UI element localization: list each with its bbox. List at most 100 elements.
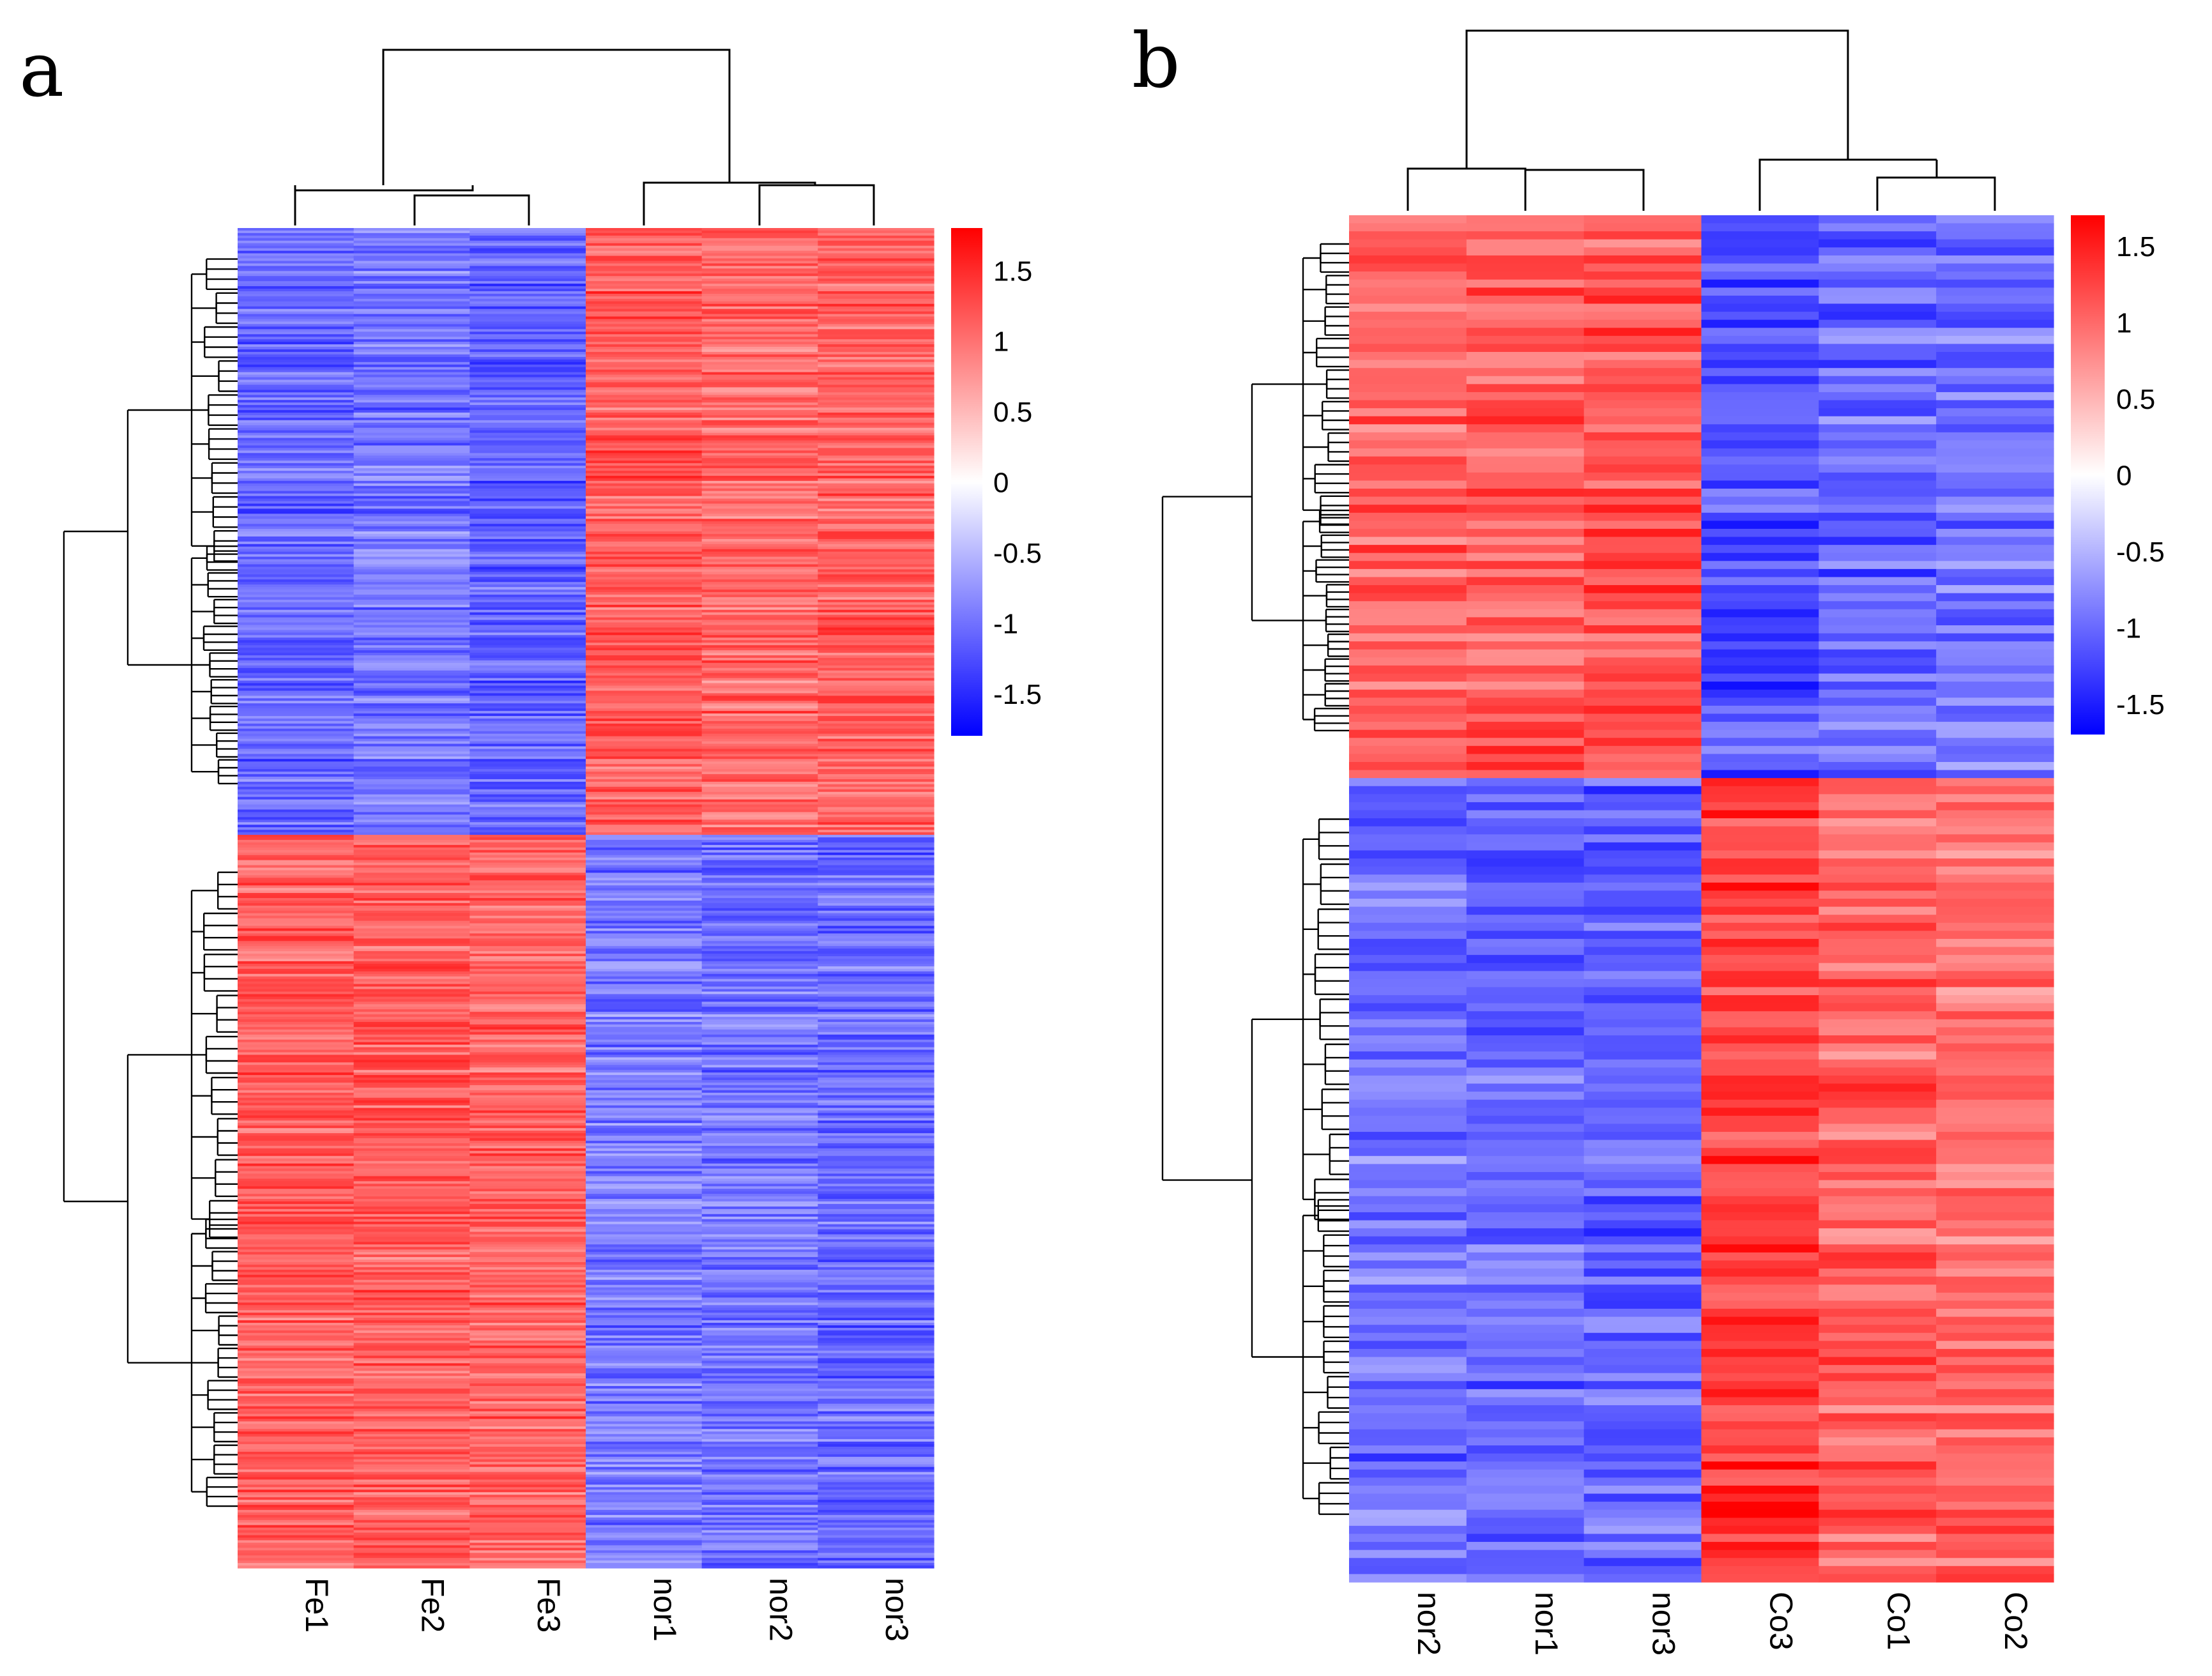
heatmap-cell bbox=[238, 445, 355, 448]
heatmap-cell bbox=[586, 342, 703, 345]
heatmap-cell bbox=[701, 526, 818, 529]
heatmap-cell bbox=[1936, 1550, 2054, 1558]
heatmap-cell bbox=[469, 491, 586, 494]
heatmap-cell bbox=[1819, 1332, 1937, 1341]
heatmap-cell bbox=[353, 582, 470, 585]
heatmap-cell bbox=[1819, 1566, 1937, 1575]
heatmap-cell bbox=[818, 298, 934, 302]
heatmap-cell bbox=[469, 498, 586, 502]
heatmap-cell bbox=[469, 996, 586, 1000]
heatmap-cell bbox=[586, 971, 703, 975]
heatmap-cell bbox=[469, 761, 586, 765]
heatmap-cell bbox=[818, 910, 934, 914]
heatmap-cell bbox=[701, 857, 818, 861]
heatmap-cell bbox=[586, 776, 703, 780]
heatmap-cell bbox=[353, 243, 470, 247]
heatmap-cell bbox=[1936, 882, 2054, 892]
heatmap-cell bbox=[586, 905, 703, 909]
heatmap-cell bbox=[238, 427, 355, 431]
heatmap-cell bbox=[586, 594, 703, 598]
heatmap-cell bbox=[469, 908, 586, 911]
heatmap-cell bbox=[1701, 247, 1819, 256]
heatmap-cell bbox=[469, 344, 586, 347]
heatmap-cell bbox=[701, 1037, 818, 1040]
heatmap-cell bbox=[1819, 1341, 1937, 1350]
heatmap-cell bbox=[818, 529, 934, 532]
heatmap-cell bbox=[1701, 1300, 1819, 1309]
heatmap-cell bbox=[238, 776, 355, 780]
heatmap-cell bbox=[1466, 480, 1585, 489]
heatmap-cell bbox=[586, 996, 703, 1000]
heatmap-cell bbox=[586, 1189, 703, 1192]
heatmap-cell bbox=[1349, 1075, 1467, 1085]
heatmap-cell bbox=[1583, 400, 1702, 409]
heatmap-cell bbox=[818, 289, 934, 292]
heatmap-cell bbox=[1583, 223, 1702, 232]
heatmap-cell bbox=[818, 786, 934, 790]
heatmap-cell bbox=[586, 754, 703, 757]
heatmap-cell bbox=[238, 538, 355, 542]
heatmap-cell bbox=[586, 356, 703, 360]
heatmap-cell bbox=[701, 1153, 818, 1157]
heatmap-cell bbox=[1349, 1525, 1467, 1535]
heatmap-cell bbox=[586, 1472, 703, 1475]
heatmap-cell bbox=[701, 847, 818, 851]
heatmap-cell bbox=[701, 420, 818, 423]
heatmap-cell bbox=[1701, 1043, 1819, 1052]
heatmap-cell bbox=[238, 812, 355, 815]
heatmap-cell bbox=[701, 344, 818, 347]
heatmap-cell bbox=[1936, 568, 2054, 578]
heatmap-cell bbox=[353, 1315, 470, 1318]
heatmap-cell bbox=[586, 1345, 703, 1349]
heatmap-cell bbox=[1936, 384, 2054, 393]
heatmap-cell bbox=[701, 379, 818, 383]
heatmap-cell bbox=[586, 1479, 703, 1483]
heatmap-cell bbox=[818, 1115, 934, 1118]
heatmap-cell bbox=[586, 799, 703, 803]
heatmap-cell bbox=[469, 1302, 586, 1306]
heatmap-cell bbox=[1349, 344, 1467, 353]
heatmap-cell bbox=[701, 872, 818, 876]
heatmap-cell bbox=[586, 1178, 703, 1182]
heatmap-cell bbox=[1819, 1421, 1937, 1430]
heatmap-cell bbox=[469, 1171, 586, 1175]
heatmap-cell bbox=[353, 263, 470, 266]
heatmap-cell bbox=[701, 614, 818, 618]
heatmap-cell bbox=[1819, 287, 1937, 296]
heatmap-cell bbox=[238, 736, 355, 740]
heatmap-cell bbox=[586, 835, 703, 838]
heatmap-cell bbox=[701, 799, 818, 803]
heatmap-cell bbox=[1819, 1035, 1937, 1044]
heatmap-cell bbox=[469, 440, 586, 444]
heatmap-cell bbox=[1466, 1196, 1585, 1205]
heatmap-cell bbox=[818, 893, 934, 896]
heatmap-cell bbox=[1819, 826, 1937, 835]
heatmap-cell bbox=[586, 1318, 703, 1321]
heatmap-cell bbox=[469, 455, 586, 459]
heatmap-cell bbox=[1819, 850, 1937, 859]
heatmap-cell bbox=[818, 839, 934, 843]
column-label: Co1 bbox=[1880, 1592, 1916, 1650]
heatmap-cell bbox=[353, 1244, 470, 1247]
heatmap-cell bbox=[701, 356, 818, 360]
heatmap-cell bbox=[586, 1489, 703, 1493]
heatmap-cell bbox=[701, 1110, 818, 1114]
heatmap-cell bbox=[1349, 1421, 1467, 1430]
heatmap-cell bbox=[701, 567, 818, 570]
heatmap-cell bbox=[1466, 1373, 1585, 1382]
heatmap-cell bbox=[238, 1153, 355, 1157]
heatmap-cell bbox=[353, 723, 470, 727]
heatmap-cell bbox=[701, 830, 818, 833]
heatmap-cell bbox=[238, 650, 355, 653]
heatmap-cell bbox=[1936, 480, 2054, 489]
heatmap-cell bbox=[1701, 882, 1819, 892]
heatmap-cell bbox=[586, 1203, 703, 1207]
heatmap-cell bbox=[1583, 231, 1702, 240]
heatmap-cell bbox=[238, 496, 355, 499]
heatmap-cell bbox=[238, 1444, 355, 1447]
heatmap-cell bbox=[1466, 545, 1585, 554]
heatmap-cell bbox=[469, 253, 586, 257]
heatmap-cell bbox=[1466, 625, 1585, 634]
heatmap-cell bbox=[469, 789, 586, 793]
heatmap-cell bbox=[586, 862, 703, 866]
